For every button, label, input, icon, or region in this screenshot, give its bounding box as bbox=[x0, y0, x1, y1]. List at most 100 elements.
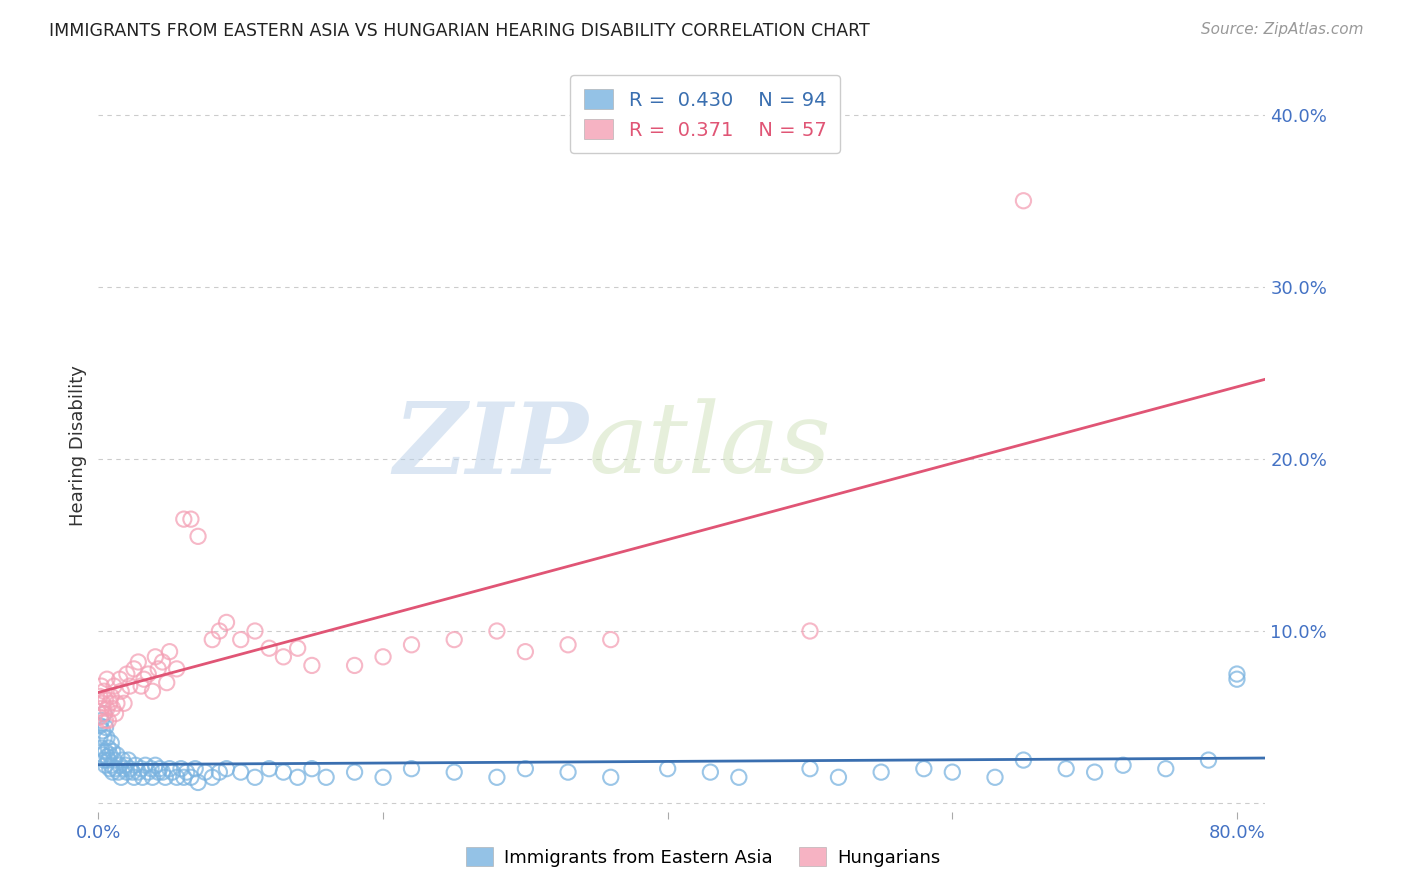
Point bbox=[1226, 667, 1249, 681]
Point bbox=[100, 690, 122, 704]
Point bbox=[127, 765, 149, 780]
Legend: R =  0.430    N = 94, R =  0.371    N = 57: R = 0.430 N = 94, R = 0.371 N = 57 bbox=[571, 75, 841, 153]
Point bbox=[557, 638, 579, 652]
Point bbox=[148, 662, 170, 676]
Point bbox=[110, 770, 132, 784]
Point bbox=[129, 679, 152, 693]
Point bbox=[257, 641, 280, 656]
Point bbox=[912, 762, 935, 776]
Point bbox=[149, 762, 172, 776]
Point bbox=[148, 765, 170, 780]
Point bbox=[273, 765, 295, 780]
Point bbox=[89, 710, 111, 724]
Point bbox=[1054, 762, 1077, 776]
Point bbox=[96, 701, 118, 715]
Point bbox=[108, 672, 131, 686]
Point bbox=[243, 770, 266, 784]
Point bbox=[243, 624, 266, 638]
Point bbox=[166, 770, 188, 784]
Point bbox=[166, 662, 188, 676]
Point bbox=[132, 672, 155, 686]
Point bbox=[100, 758, 122, 772]
Point bbox=[90, 679, 112, 693]
Point bbox=[170, 762, 193, 776]
Point bbox=[159, 762, 181, 776]
Point bbox=[101, 701, 124, 715]
Point bbox=[1084, 765, 1107, 780]
Point bbox=[443, 632, 465, 647]
Text: IMMIGRANTS FROM EASTERN ASIA VS HUNGARIAN HEARING DISABILITY CORRELATION CHART: IMMIGRANTS FROM EASTERN ASIA VS HUNGARIA… bbox=[49, 22, 870, 40]
Point bbox=[117, 753, 139, 767]
Point bbox=[401, 638, 423, 652]
Point bbox=[127, 655, 149, 669]
Point bbox=[112, 762, 135, 776]
Point bbox=[122, 770, 145, 784]
Point bbox=[96, 731, 118, 745]
Point bbox=[98, 762, 121, 776]
Point bbox=[118, 762, 141, 776]
Point bbox=[94, 714, 117, 728]
Point bbox=[287, 641, 309, 656]
Point bbox=[90, 741, 112, 756]
Point bbox=[139, 762, 162, 776]
Legend: Immigrants from Eastern Asia, Hungarians: Immigrants from Eastern Asia, Hungarians bbox=[458, 840, 948, 874]
Point bbox=[180, 770, 202, 784]
Point bbox=[93, 706, 115, 721]
Point bbox=[98, 696, 121, 710]
Point bbox=[208, 765, 231, 780]
Point bbox=[111, 753, 134, 767]
Point bbox=[599, 632, 621, 647]
Point bbox=[89, 731, 111, 745]
Point bbox=[515, 762, 537, 776]
Point bbox=[657, 762, 679, 776]
Point bbox=[201, 632, 224, 647]
Point bbox=[100, 736, 122, 750]
Point bbox=[371, 649, 394, 664]
Point bbox=[105, 696, 128, 710]
Text: Source: ZipAtlas.com: Source: ZipAtlas.com bbox=[1201, 22, 1364, 37]
Point bbox=[115, 667, 138, 681]
Point bbox=[152, 765, 174, 780]
Point bbox=[870, 765, 893, 780]
Point bbox=[118, 679, 141, 693]
Point bbox=[94, 693, 117, 707]
Point bbox=[141, 770, 163, 784]
Point bbox=[301, 762, 323, 776]
Point bbox=[371, 770, 394, 784]
Point bbox=[184, 762, 207, 776]
Point bbox=[1012, 194, 1035, 208]
Point bbox=[131, 770, 153, 784]
Point bbox=[159, 645, 181, 659]
Point bbox=[187, 529, 209, 543]
Point bbox=[229, 632, 252, 647]
Point bbox=[108, 758, 131, 772]
Point bbox=[101, 744, 124, 758]
Point bbox=[93, 753, 115, 767]
Point bbox=[107, 765, 129, 780]
Point bbox=[287, 770, 309, 784]
Point bbox=[134, 758, 156, 772]
Point bbox=[89, 719, 111, 733]
Point bbox=[699, 765, 721, 780]
Point bbox=[98, 747, 121, 762]
Point bbox=[173, 512, 195, 526]
Point bbox=[173, 770, 195, 784]
Point bbox=[91, 696, 114, 710]
Point bbox=[136, 667, 159, 681]
Point bbox=[1154, 762, 1177, 776]
Point bbox=[941, 765, 963, 780]
Point bbox=[152, 655, 174, 669]
Point bbox=[91, 747, 114, 762]
Point bbox=[97, 714, 120, 728]
Point bbox=[114, 758, 136, 772]
Point bbox=[97, 753, 120, 767]
Y-axis label: Hearing Disability: Hearing Disability bbox=[69, 366, 87, 526]
Point bbox=[104, 706, 127, 721]
Point bbox=[143, 758, 166, 772]
Point bbox=[115, 765, 138, 780]
Point bbox=[180, 512, 202, 526]
Point bbox=[136, 765, 159, 780]
Point bbox=[443, 765, 465, 780]
Point bbox=[94, 720, 117, 734]
Point bbox=[103, 679, 125, 693]
